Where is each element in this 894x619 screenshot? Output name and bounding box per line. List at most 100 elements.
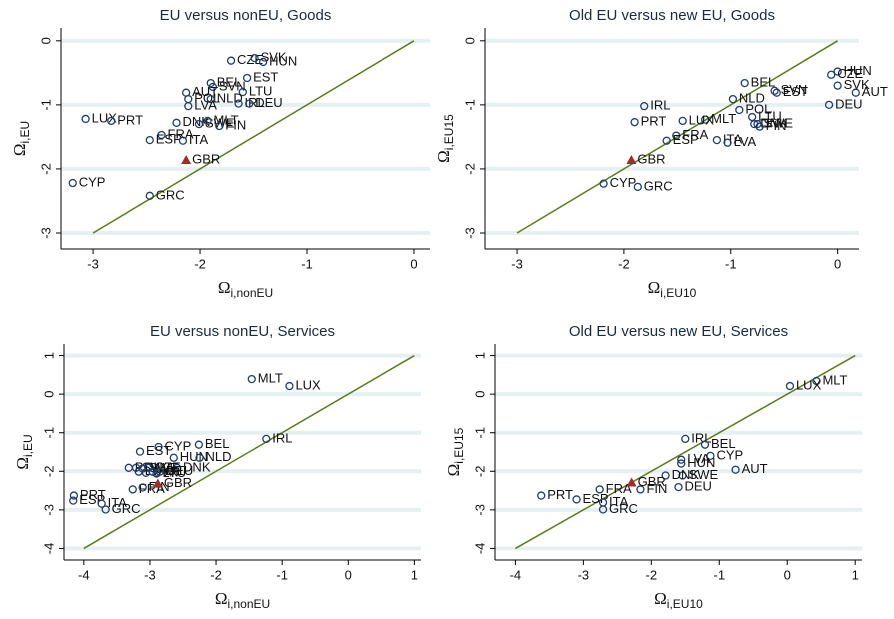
point-label: CYP	[716, 447, 743, 462]
point	[181, 154, 192, 164]
point-label: FRA	[168, 126, 194, 141]
point	[678, 471, 687, 480]
point	[753, 119, 762, 129]
point-label: CZE	[837, 66, 863, 81]
reference-line	[92, 40, 415, 234]
point	[101, 505, 110, 514]
point	[537, 491, 546, 500]
point	[681, 434, 690, 444]
point-label: MLT	[214, 112, 239, 127]
panel-title: EU versus nonEU, Goods	[160, 7, 332, 24]
point	[154, 442, 163, 452]
point	[184, 94, 193, 104]
y-axis-label: Ωi,EU15	[434, 114, 456, 163]
point-label: MLT	[258, 371, 283, 386]
point-label: GBR	[638, 474, 666, 489]
point-label: DEU	[255, 95, 282, 110]
x-axis-label: Ωi,EU10	[654, 589, 703, 611]
point-label: MLT	[711, 111, 736, 126]
point-label: GBR	[637, 151, 665, 166]
point-label: EST	[146, 443, 171, 458]
point	[662, 136, 671, 145]
point-label: ITA	[609, 494, 629, 509]
point	[184, 102, 193, 111]
panel: EU versus nonEU, Goods -3 -2 -1 0 -3 -2 -1 0 Ωi,n…	[10, 7, 430, 300]
x-tick-label: -2	[194, 256, 206, 271]
point-label: SWE	[763, 116, 793, 131]
x-axis-label-sub: i,nonEU	[230, 286, 273, 300]
x-tick-label: 0	[834, 256, 841, 271]
x-tick-label: -1	[301, 256, 313, 271]
point-label: GRC	[112, 501, 141, 516]
x-axis-label: Ωi,nonEU	[215, 589, 270, 611]
point-label: IRL	[245, 95, 265, 110]
y-tick-label: -1	[38, 99, 53, 111]
point	[128, 485, 137, 494]
point	[833, 67, 842, 76]
panel: Old EU versus new EU, Goods -3 -2 -1 0 -3 -2 -1…	[434, 7, 888, 300]
point-label: IRL	[650, 98, 670, 113]
point	[630, 118, 639, 127]
x-axis-label-main: Ω	[218, 278, 231, 297]
point-label: AUT	[862, 84, 888, 99]
y-axis-label-sub: i,EU	[21, 434, 35, 457]
point	[672, 131, 681, 140]
y-tick-label: -2	[472, 466, 487, 478]
point	[706, 451, 715, 461]
point	[572, 495, 581, 504]
y-tick-label: -3	[38, 227, 53, 239]
y-tick-label: -3	[41, 504, 56, 516]
point-label: PRT	[80, 487, 106, 502]
point-label: FIN	[225, 117, 246, 132]
point	[68, 178, 77, 188]
point-label: BEL	[217, 75, 242, 90]
x-tick-label: 0	[784, 567, 791, 582]
point-label: HUN	[687, 455, 715, 470]
point	[155, 467, 165, 476]
point-label: GBR	[164, 475, 192, 490]
point	[169, 453, 178, 462]
point-label: FIN	[646, 481, 667, 496]
y-tick-label: -1	[41, 427, 56, 439]
point	[97, 499, 106, 508]
x-tick-label: -3	[87, 256, 99, 271]
panel-title: Old EU versus new EU, Services	[569, 323, 788, 340]
point	[226, 56, 236, 65]
x-tick-label: -2	[618, 256, 630, 271]
point-label: LUX	[92, 110, 118, 125]
point	[81, 114, 90, 124]
y-tick-label: -2	[38, 163, 53, 175]
point-label: MLT	[822, 372, 847, 387]
point-label: CYP	[79, 174, 106, 189]
point-label: BEL	[205, 436, 230, 451]
point	[138, 483, 147, 492]
x-tick-label: 0	[345, 567, 352, 582]
point-label: PRT	[117, 112, 143, 127]
point	[262, 434, 271, 444]
point	[755, 122, 764, 131]
y-axis-label-main: Ω	[13, 457, 32, 470]
point-label: ESP	[156, 132, 182, 147]
point-label: PRT	[641, 114, 667, 129]
point	[194, 119, 204, 129]
y-axis-label-sub: i,EU15	[442, 114, 456, 150]
point	[728, 94, 738, 104]
panel-title: EU versus nonEU, Services	[150, 323, 335, 340]
y-tick-label: -3	[462, 227, 477, 239]
point	[145, 191, 154, 200]
point	[69, 496, 78, 505]
x-tick-label: -4	[510, 567, 522, 582]
x-tick-label: -3	[511, 256, 523, 271]
point	[245, 99, 254, 108]
y-tick-label: -3	[472, 504, 487, 516]
point-label: DNK	[672, 467, 700, 482]
point-label: POL	[745, 101, 771, 116]
point-label: HUN	[844, 63, 872, 78]
y-axis-label: Ωi,EU	[13, 434, 35, 469]
point	[674, 482, 683, 492]
point	[678, 116, 687, 126]
x-axis-label-sub: i,EU10	[660, 286, 696, 300]
point-label: GRC	[156, 187, 185, 202]
point	[145, 135, 154, 145]
x-axis-label-main: Ω	[648, 278, 661, 297]
